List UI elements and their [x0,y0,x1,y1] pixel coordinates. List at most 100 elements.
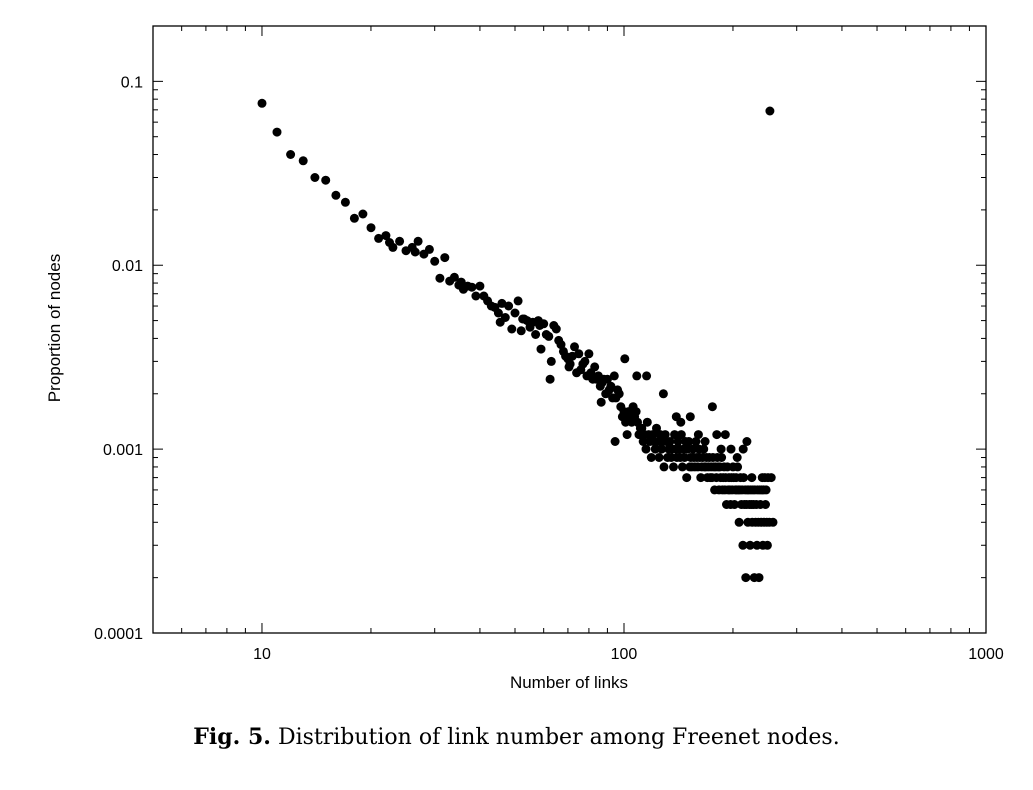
y-tick-label: 0.01 [112,258,143,275]
data-point [766,473,776,483]
data-point [658,389,668,399]
data-point [574,349,584,359]
data-point [650,444,660,454]
y-tick-label: 0.0001 [94,626,143,643]
data-point [726,444,736,454]
data-point [570,342,579,352]
data-point [374,233,384,243]
data-point [761,485,771,495]
data-point [747,473,757,483]
data-point [739,473,749,483]
data-point [424,244,434,254]
data-point [366,223,376,233]
data-point [733,462,743,472]
data-point [696,473,706,483]
data-point [556,340,566,350]
data-point [720,430,730,440]
data-point [544,331,554,341]
data-point [513,296,523,306]
data-point [495,317,505,327]
data-point [435,273,445,283]
data-point [545,374,555,384]
data-point [732,453,742,462]
data-point [358,209,368,219]
data-point [507,324,517,334]
data-point [677,462,687,472]
data-point [410,247,420,257]
data-point [738,444,748,454]
plot-frame [152,25,987,634]
data-point [551,324,561,334]
data-point [670,430,680,440]
figure-caption-text: Distribution of link number among Freene… [277,725,840,750]
data-point [349,213,359,223]
data-point [381,231,391,241]
data-point [691,437,701,446]
data-point [738,540,748,550]
data-point [584,349,594,359]
data-point [741,573,751,583]
data-point [385,238,394,247]
data-point [467,282,477,292]
data-point [531,330,541,339]
data-point [646,453,656,462]
data-point [310,173,320,182]
data-point [659,462,669,472]
data-point [768,517,778,527]
data-point [684,437,694,446]
data-point [638,437,648,446]
data-point [493,308,503,318]
data-point [762,540,772,550]
data-point [730,500,739,509]
data-point [700,437,710,446]
data-point [614,389,624,399]
data-point [754,573,764,583]
data-point [475,281,485,291]
data-point [631,407,641,417]
data-point [676,417,686,427]
data-point [660,430,670,440]
data-point [673,437,683,446]
data-point [622,430,632,440]
data-point [340,197,350,207]
data-point [765,106,775,116]
data-point [606,381,616,391]
scatter-chart: 10 100 1000 0.0001 0.001 0.01 0.1 Number of li… [45,25,1004,692]
data-point [596,397,606,407]
data-points [257,98,778,583]
data-point [440,253,450,263]
data-point [680,453,690,462]
data-point [535,321,545,330]
axes: 10 100 1000 0.0001 0.001 0.01 0.1 [94,25,1004,663]
data-point [620,354,630,364]
data-point [536,344,546,354]
data-point [632,371,642,381]
data-point [580,356,590,366]
y-tick-label: 0.1 [121,74,143,91]
data-point [676,430,686,440]
data-point [657,444,667,454]
data-point [298,156,308,166]
data-point [413,236,423,246]
x-tick-label: 10 [253,646,271,663]
data-point [257,98,267,108]
data-point [682,473,692,483]
data-point [712,430,722,440]
data-point [504,301,514,311]
x-tick-label: 100 [611,646,638,663]
data-point [471,291,481,301]
data-point [602,374,612,384]
data-point [609,371,619,381]
data-point [742,437,752,446]
figure-caption-label: Fig. 5. [193,724,271,750]
data-point [456,277,466,287]
data-point [716,444,726,454]
figure-caption: Fig. 5. Distribution of link number amon… [0,724,1033,750]
data-point [321,175,331,185]
data-point [331,190,341,200]
data-point [717,453,727,462]
data-point [641,444,651,454]
data-point [516,326,526,336]
data-point [693,430,703,440]
data-point [546,356,556,366]
